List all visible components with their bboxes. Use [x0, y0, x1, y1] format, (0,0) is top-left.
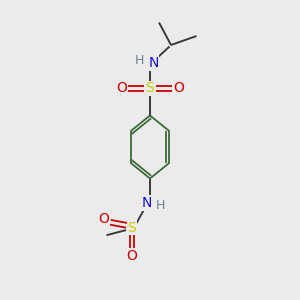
Text: S: S [128, 221, 136, 235]
Text: O: O [173, 82, 184, 95]
Text: H: H [156, 199, 165, 212]
Text: H: H [135, 54, 144, 67]
Text: N: N [148, 56, 159, 70]
Text: N: N [141, 196, 152, 210]
Text: O: O [127, 249, 137, 263]
Text: O: O [98, 212, 109, 226]
Text: O: O [116, 82, 127, 95]
Text: S: S [146, 82, 154, 95]
